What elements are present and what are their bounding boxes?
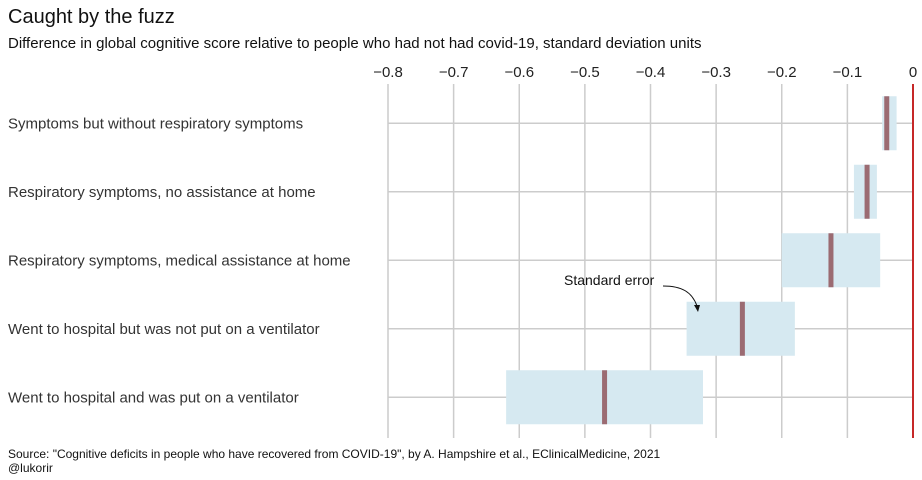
grid-layer: [387, 84, 913, 438]
x-tick-label: −0.6: [504, 64, 534, 81]
x-tick-label: 0: [909, 64, 917, 81]
standard-error-annotation: Standard error: [564, 272, 655, 288]
annotation-arrowhead: [694, 305, 700, 312]
estimate-mark: [864, 164, 870, 219]
x-tick-label: −0.7: [439, 64, 469, 81]
estimate-mark: [884, 96, 890, 151]
category-label: Symptoms but without respiratory symptom…: [8, 115, 303, 132]
estimate-mark: [739, 301, 745, 356]
x-tick-label: −0.4: [636, 64, 666, 81]
category-label: Respiratory symptoms, no assistance at h…: [8, 184, 316, 201]
x-tick-label: −0.1: [833, 64, 863, 81]
annotation-arrow: [662, 285, 698, 307]
estimate-marks: [602, 96, 890, 425]
label-layer: −0.8 −0.7 −0.6 −0.5 −0.4 −0.3 −0.2 −0.1 0 Symptom…: [8, 64, 917, 406]
x-tick-label: −0.8: [373, 64, 403, 81]
credit-note: @lukorir: [8, 461, 53, 475]
chart-area: −0.8 −0.7 −0.6 −0.5 −0.4 −0.3 −0.2 −0.1 0 Symptom…: [8, 64, 917, 438]
category-label: Went to hospital and was put on a ventil…: [8, 389, 299, 406]
estimate-mark: [602, 370, 608, 425]
x-tick-label: −0.5: [570, 64, 600, 81]
chart-title: Caught by the fuzz: [8, 6, 175, 28]
category-label: Went to hospital but was not put on a ve…: [8, 321, 320, 338]
estimate-mark: [828, 233, 834, 288]
x-tick-label: −0.2: [767, 64, 797, 81]
x-tick-label: −0.3: [701, 64, 731, 81]
annotation-layer: Standard error: [564, 272, 700, 312]
chart-subtitle: Difference in global cognitive score rel…: [8, 35, 702, 52]
source-note: Source: "Cognitive deficits in people wh…: [8, 447, 661, 461]
category-label: Respiratory symptoms, medical assistance…: [8, 252, 351, 269]
